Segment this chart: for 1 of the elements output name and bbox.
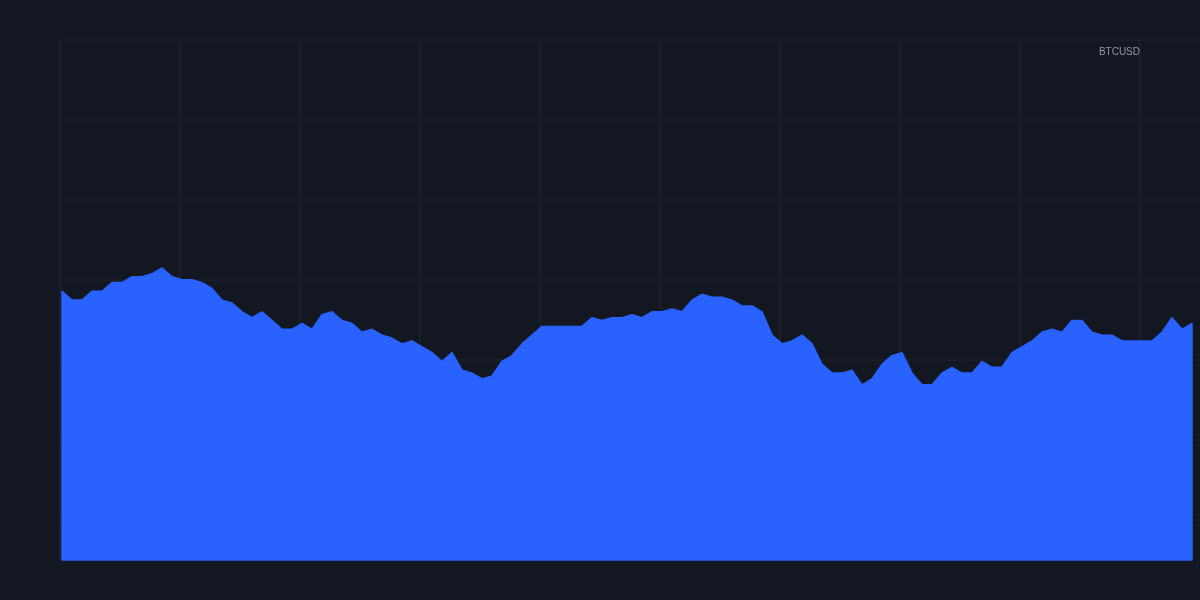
chart-title: BTCUSD (1098, 46, 1140, 57)
